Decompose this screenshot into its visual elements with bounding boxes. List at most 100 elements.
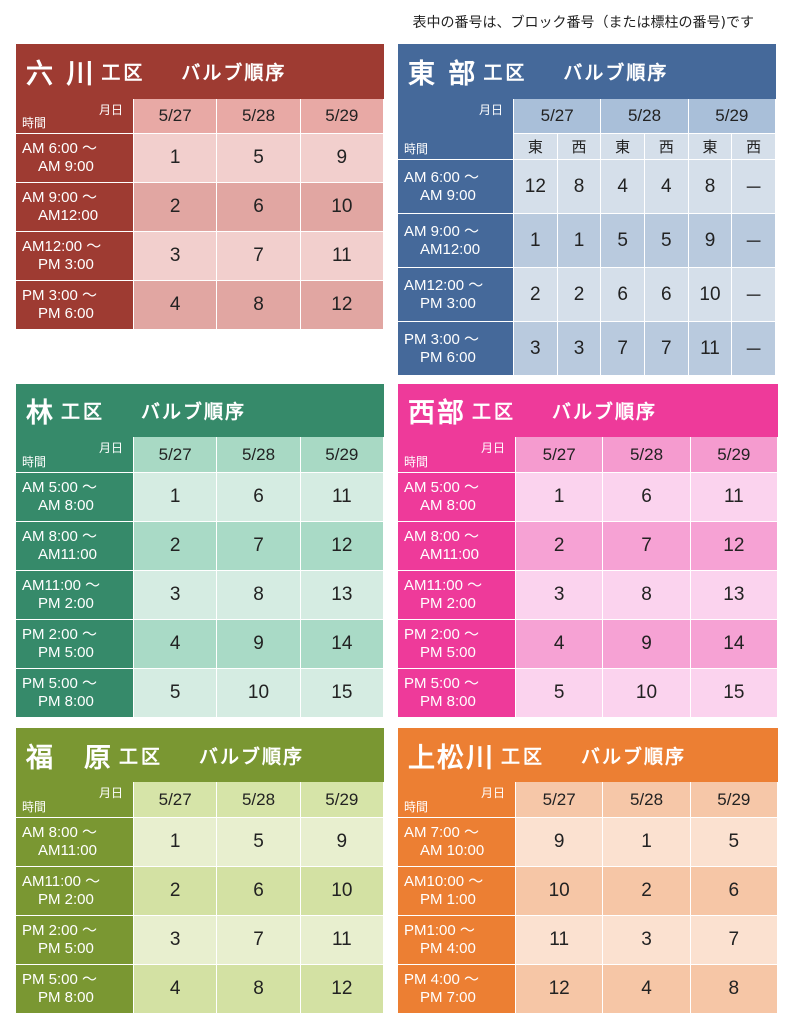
block-number-cell: 8 — [217, 281, 301, 330]
time-start: PM 2:00 ～ — [22, 922, 98, 939]
block-number-cell: 11 — [300, 916, 384, 965]
block-number-cell: 7 — [601, 322, 645, 376]
block-number-cell: 6 — [217, 473, 301, 522]
time-end: AM11:00 — [420, 546, 479, 563]
block-number-cell: 2 — [603, 867, 691, 916]
date-header: 5/29 — [690, 437, 778, 473]
time-end: PM 5:00 — [420, 644, 476, 661]
date-header: 5/28 — [603, 782, 691, 818]
block-number-cell: 8 — [603, 571, 691, 620]
date-label: 月日 — [480, 441, 505, 455]
table-row: PM 2:00 ～ PM 5:00 3 7 11 — [16, 916, 384, 965]
block-number-cell: 6 — [603, 473, 691, 522]
time-start: PM 5:00 ～ — [404, 675, 480, 692]
block-number-cell: 3 — [516, 571, 604, 620]
date-header: 5/29 — [300, 782, 384, 818]
area-name: 林 — [26, 398, 55, 429]
time-start: PM 4:00 ～ — [404, 971, 480, 988]
schedule-panel-hayashi: 林工区 バルブ順序 月日 時間 5/27 5/28 5/29 AM 5:00 ～ AM 8:00… — [16, 384, 384, 718]
table-row: AM11:00 ～ PM 2:00 3 8 13 — [398, 571, 778, 620]
area-suffix: 工区 — [483, 62, 528, 84]
block-number-cell: 5 — [134, 669, 218, 718]
block-number-cell: － — [732, 268, 776, 322]
date-header: 5/27 — [514, 99, 602, 134]
schedule-table: 月日 時間 5/27 5/28 5/29 AM 5:00 ～ AM 8:00 1 6 11 AM 8… — [16, 437, 384, 718]
block-number-cell: 12 — [690, 522, 778, 571]
time-slot: AM 5:00 ～ AM 8:00 — [16, 473, 134, 522]
time-slot: PM 5:00 ～ PM 8:00 — [16, 965, 134, 1014]
panel-subtitle: バルブ順序 — [141, 401, 247, 423]
time-slot: AM 6:00 ～ AM 9:00 — [16, 134, 134, 183]
block-number-cell: 9 — [217, 620, 301, 669]
header-row: 月日 時間 5/27 5/28 5/29 — [398, 99, 776, 160]
block-number-cell: 3 — [134, 916, 218, 965]
schedule-table: 月日 時間 5/27 5/28 5/29 東西東西東西 AM 6:00 ～ AM 9:00 12… — [398, 99, 776, 376]
time-start: PM 5:00 ～ — [22, 675, 98, 692]
time-label: 時間 — [22, 800, 47, 814]
header-corner: 月日 時間 — [16, 782, 134, 818]
table-row: AM 6:00 ～ AM 9:00 1 5 9 — [16, 134, 384, 183]
time-start: PM 5:00 ～ — [22, 971, 98, 988]
time-end: AM12:00 — [38, 207, 99, 224]
block-number-cell: 11 — [516, 916, 604, 965]
block-number-cell: 7 — [690, 916, 778, 965]
panel-title-bar: 六 川工区 バルブ順序 — [16, 44, 384, 99]
time-start: AM 8:00 ～ — [22, 528, 98, 545]
block-number-cell: 1 — [557, 214, 602, 268]
time-end: PM 5:00 — [38, 644, 94, 661]
time-end: AM 9:00 — [38, 158, 94, 175]
time-start: AM 5:00 ～ — [22, 479, 98, 496]
block-number-cell: 5 — [690, 818, 778, 867]
table-row: AM 8:00 ～ AM11:00 1 5 9 — [16, 818, 384, 867]
time-end: AM 9:00 — [420, 186, 476, 204]
table-row: PM 5:00 ～ PM 8:00 4 8 12 — [16, 965, 384, 1014]
time-end: PM 8:00 — [420, 693, 476, 710]
date-header: 5/29 — [300, 437, 384, 473]
date-header: 5/27 — [134, 782, 218, 818]
time-start: AM11:00 ～ — [22, 577, 101, 594]
time-start: PM 3:00 ～ — [22, 287, 98, 304]
direction-header: 西 — [644, 134, 689, 160]
block-number-cell: 14 — [300, 620, 384, 669]
block-number-cell: 10 — [217, 669, 301, 718]
date-header: 5/27 — [516, 437, 604, 473]
table-row: PM 5:00 ～ PM 8:00 5 10 15 — [16, 669, 384, 718]
time-start: PM 3:00 ～ — [404, 330, 480, 348]
time-start: AM 6:00 ～ — [404, 168, 480, 186]
block-number-cell: 10 — [688, 268, 733, 322]
time-end: PM 6:00 — [38, 305, 94, 322]
time-label: 時間 — [404, 455, 429, 469]
time-slot: AM11:00 ～ PM 2:00 — [398, 571, 516, 620]
direction-header: 東 — [514, 134, 558, 160]
table-row: AM 7:00 ～ AM 10:00 9 1 5 — [398, 818, 778, 867]
date-header: 5/27 — [134, 437, 218, 473]
table-row: AM11:00 ～ PM 2:00 2 6 10 — [16, 867, 384, 916]
block-number-cell: 11 — [300, 473, 384, 522]
time-slot: AM 8:00 ～ AM11:00 — [16, 818, 134, 867]
block-number-cell: 2 — [134, 522, 218, 571]
schedule-panel-tobu: 東 部工区 バルブ順序 月日 時間 5/27 5/28 5/29 東西東西東西 AM 6:00 … — [398, 44, 776, 376]
time-end: AM 8:00 — [420, 497, 476, 514]
block-number-cell: 4 — [134, 281, 218, 330]
block-number-cell: 11 — [688, 322, 733, 376]
time-label: 時間 — [22, 455, 47, 469]
area-suffix: 工区 — [472, 401, 517, 423]
date-header: 5/27 — [134, 99, 218, 134]
block-number-cell: 13 — [300, 571, 384, 620]
block-number-cell: － — [732, 160, 776, 214]
time-end: AM 8:00 — [38, 497, 94, 514]
block-number-cell: 1 — [134, 473, 218, 522]
block-number-cell: 2 — [134, 183, 218, 232]
panel-subtitle: バルブ順序 — [181, 62, 287, 84]
direction-header: 東 — [688, 134, 733, 160]
time-slot: AM 5:00 ～ AM 8:00 — [398, 473, 516, 522]
block-number-cell: 15 — [690, 669, 778, 718]
time-slot: AM12:00 ～ PM 3:00 — [16, 232, 134, 281]
table-row: AM 5:00 ～ AM 8:00 1 6 11 — [16, 473, 384, 522]
table-row: AM 9:00 ～ AM12:00 2 6 10 — [16, 183, 384, 232]
time-slot: AM 9:00 ～ AM12:00 — [398, 214, 514, 268]
table-row: PM 2:00 ～ PM 5:00 4 9 14 — [16, 620, 384, 669]
time-end: AM11:00 — [38, 546, 97, 563]
block-number-cell: 1 — [514, 214, 558, 268]
direction-header: 西 — [732, 134, 776, 160]
